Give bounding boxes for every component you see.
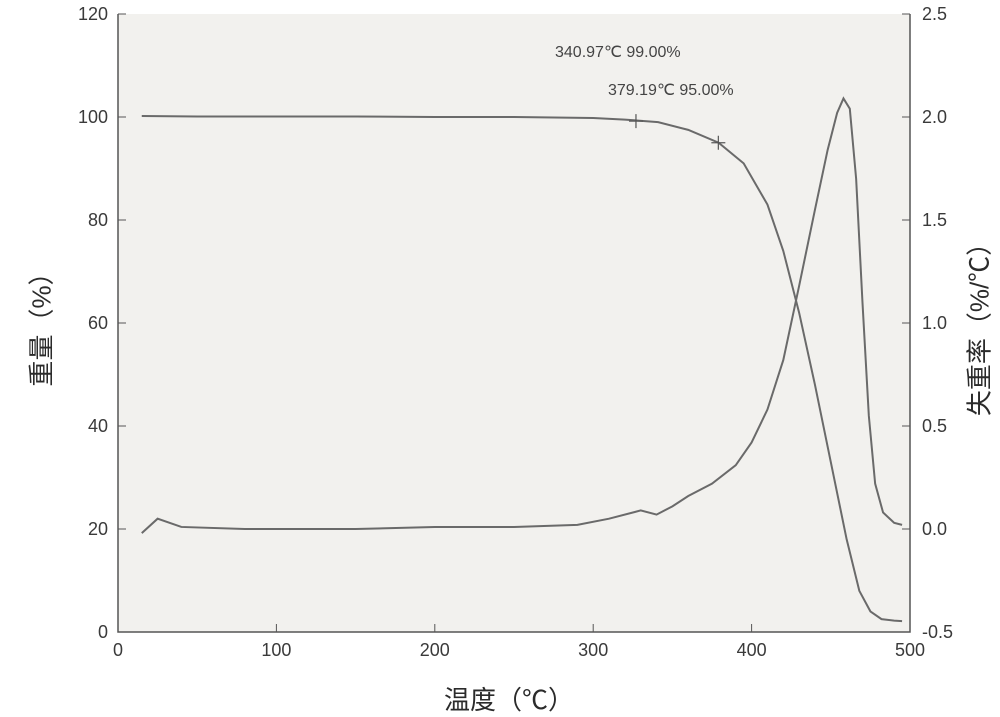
x-tick-label: 200 <box>420 640 450 660</box>
x-tick-label: 300 <box>578 640 608 660</box>
yleft-tick-label: 20 <box>88 519 108 539</box>
y-left-axis-label: 重量（%） <box>22 259 59 386</box>
yleft-tick-label: 60 <box>88 313 108 333</box>
y-right-axis-label: 失重率（%/℃） <box>960 230 997 416</box>
yright-tick-label: 2.0 <box>922 107 947 127</box>
plot-area: 0100200300400500020406080100120-0.50.00.… <box>118 14 910 632</box>
x-tick-label: 100 <box>261 640 291 660</box>
x-axis-label: 温度（℃） <box>444 680 574 717</box>
yright-tick-label: 1.0 <box>922 313 947 333</box>
chart-annotation: 340.97℃ 99.00% <box>555 42 681 62</box>
yright-tick-label: 0.5 <box>922 416 947 436</box>
yleft-tick-label: 40 <box>88 416 108 436</box>
tga-dtg-chart: 0 100 200 300 400 500 0 20 40 60 80 100 120 -0.5 0.0 0.… <box>0 0 1000 717</box>
chart-annotation: 379.19℃ 95.00% <box>608 80 734 100</box>
yright-tick-label: 2.5 <box>922 4 947 24</box>
yleft-tick-label: 120 <box>78 4 108 24</box>
yleft-tick-label: 80 <box>88 210 108 230</box>
x-tick-label: 400 <box>737 640 767 660</box>
yright-tick-label: 0.0 <box>922 519 947 539</box>
yleft-tick-label: 0 <box>98 622 108 642</box>
yright-tick-label: 1.5 <box>922 210 947 230</box>
chart-svg: 0100200300400500020406080100120-0.50.00.… <box>118 14 910 632</box>
yright-tick-label: -0.5 <box>922 622 953 642</box>
x-tick-label: 500 <box>895 640 925 660</box>
x-tick-label: 0 <box>113 640 123 660</box>
yleft-tick-label: 100 <box>78 107 108 127</box>
